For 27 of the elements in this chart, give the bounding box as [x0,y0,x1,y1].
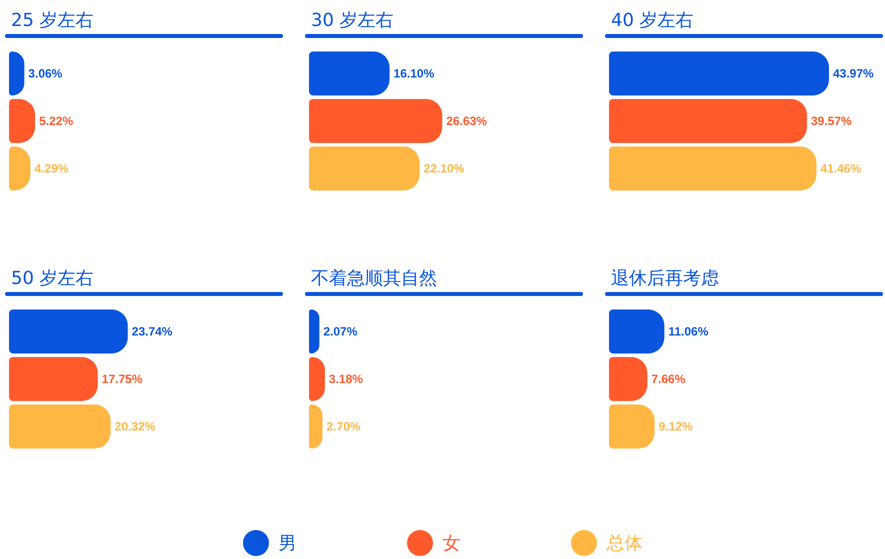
legend-label: 女 [442,532,460,555]
data-label: 5.22% [39,114,74,128]
data-label: 41.46% [820,162,862,176]
data-label: 22.10% [424,162,465,176]
data-label: 3.06% [28,66,63,80]
chart-title: 50 岁左右 [10,267,95,291]
data-label: 2.07% [323,324,358,338]
data-label: 39.57% [810,114,852,128]
data-label: 20.32% [114,420,156,434]
data-label: 3.18% [328,372,364,386]
data-label: 2.70% [326,420,361,434]
legend-label: 总体 [606,532,642,555]
data-label: 43.97% [833,66,874,80]
chart-title: 30 岁左右 [310,9,395,33]
data-label: 26.63% [446,114,488,128]
data-label: 7.66% [651,372,686,386]
data-label: 23.74% [132,324,173,338]
chart-title: 40 岁左右 [610,9,695,33]
data-label: 17.75% [102,372,143,386]
data-label: 16.10% [394,66,435,80]
chart-title: 25 岁左右 [10,9,95,33]
data-label: 4.29% [34,162,69,176]
data-label: 11.06% [668,324,709,338]
legend-label: 男 [278,532,296,555]
chart-title: 退休后再考虑 [610,267,720,291]
data-label: 9.12% [658,420,693,434]
text: 不着急顺其自然 [310,267,438,291]
